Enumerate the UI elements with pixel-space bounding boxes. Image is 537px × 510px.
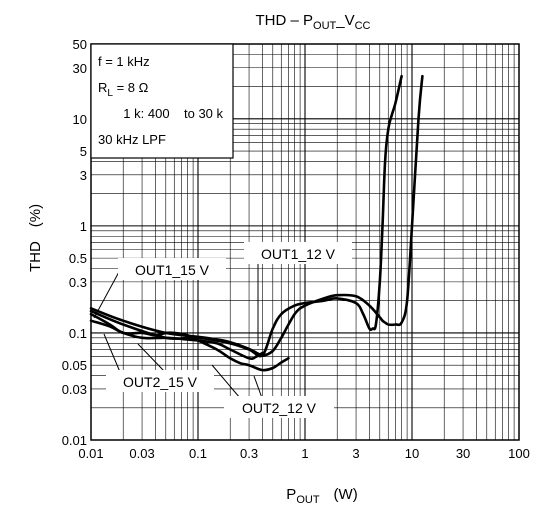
conditions-box-frame	[90, 43, 234, 159]
callout-out1-15v: OUT1_15 V	[118, 258, 226, 280]
x-tick-label: 3	[352, 446, 359, 461]
x-tick-label: 0.1	[189, 446, 207, 461]
chart-title-mid: _V	[335, 12, 354, 29]
callout-out2-12v: OUT2_12 V	[224, 396, 334, 418]
plot-frame	[90, 43, 520, 441]
condition-bandwidth: 1 k: 400 to 30 k	[98, 106, 241, 121]
y-tick-label: 5	[80, 144, 87, 159]
conditions-box: f = 1 kHz RL = 8 Ω 1 k: 400 to 30 k 30 k…	[90, 43, 241, 159]
x-tick-label: 1	[301, 446, 308, 461]
condition-frequency: f = 1 kHz	[98, 54, 150, 69]
y-tick-label: 50	[73, 37, 87, 52]
x-tick-label: 30	[456, 446, 470, 461]
y-tick-label: 3	[80, 168, 87, 183]
x-tick-label: 100	[508, 446, 530, 461]
y-tick-label: 0.03	[62, 382, 87, 397]
leader-out2-12v-b	[253, 375, 263, 399]
leader-out2-15v-a	[103, 333, 121, 373]
y-tick-label: 30	[73, 61, 87, 76]
series-line-out2-12-v	[89, 312, 290, 372]
callout-leaders	[93, 262, 263, 399]
chart-title: THD – POUT_VCC	[256, 12, 371, 32]
series-line-out1-12-v	[89, 74, 403, 358]
y-tick-label: 0.1	[69, 326, 87, 341]
label-out2-15v: OUT2_15 V	[123, 374, 198, 390]
x-tick-label: 0.3	[240, 446, 258, 461]
condition-load: RL = 8 Ω	[98, 80, 149, 99]
label-out1-15v: OUT1_15 V	[135, 262, 210, 278]
leader-out2-12v-a	[211, 364, 241, 399]
x-tick-labels: 0.01 0.03 0.1 0.3 1 3 10 30 100	[78, 446, 530, 461]
x-tick-label: 0.01	[78, 446, 103, 461]
series-line-out2-15-v	[89, 319, 264, 360]
y-tick-label: 0.05	[62, 358, 87, 373]
x-tick-label: 0.03	[129, 446, 154, 461]
chart-title-sub2: CC	[355, 20, 371, 32]
series-curves	[89, 74, 424, 372]
y-axis-title: THD(%)	[27, 183, 44, 301]
y-tick-label: 1	[80, 219, 87, 234]
label-out2-12v: OUT2_12 V	[242, 400, 317, 416]
y-tick-labels: 0.01 0.03 0.05 0.1 0.3 0.5 1 3 5 10 30 50	[62, 37, 87, 448]
svg-text:THD(%): THD(%)	[27, 183, 44, 301]
callout-out2-15v: OUT2_15 V	[106, 370, 214, 392]
label-out1-12v: OUT1_12 V	[261, 246, 336, 262]
x-axis-title: POUT (W)	[286, 486, 357, 506]
x-tick-label: 10	[405, 446, 419, 461]
leader-out2-15v-b	[137, 343, 166, 373]
y-tick-label: 10	[73, 112, 87, 127]
condition-filter: 30 kHz LPF	[98, 132, 166, 147]
chart-title-main: THD – P	[256, 12, 314, 29]
chart-title-sub1: OUT	[313, 20, 337, 32]
y-tick-label: 0.01	[62, 433, 87, 448]
y-tick-label: 0.3	[69, 275, 87, 290]
callout-out1-12v: OUT1_12 V	[244, 242, 352, 264]
leader-out1-15v	[93, 269, 121, 319]
y-tick-label: 0.5	[69, 251, 87, 266]
